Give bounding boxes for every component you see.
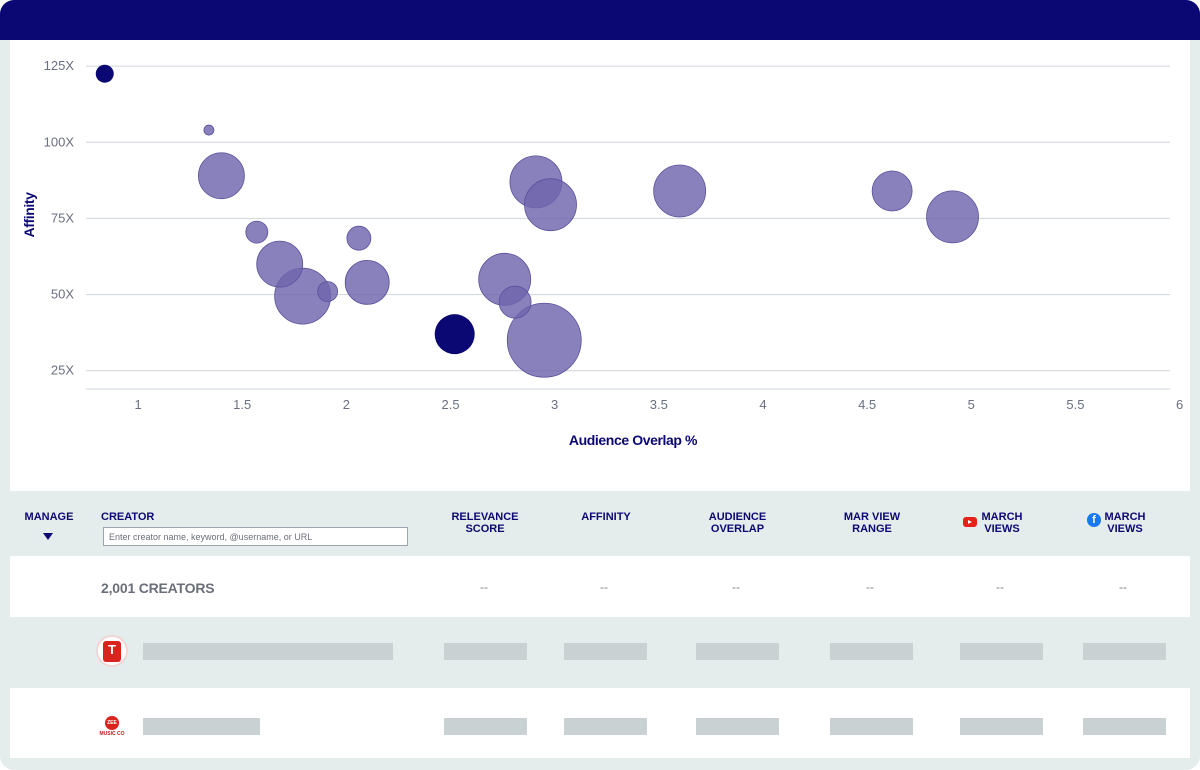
creator-logo-zee: ZEE MUSIC CO (95, 716, 129, 742)
facebook-march-views-column-header[interactable]: MARCH VIEWS (1101, 511, 1149, 535)
x-tick-label: 5.5 (1066, 397, 1084, 412)
youtube-icon (963, 517, 977, 527)
x-tick-label: 4.5 (858, 397, 876, 412)
y-tick-label: 100X (44, 134, 75, 149)
zee-logo-subtext: MUSIC CO (99, 731, 125, 737)
relevance-placeholder (444, 718, 527, 735)
manage-column-header[interactable]: MANAGE (22, 511, 76, 523)
y-tick-label: 50X (51, 287, 74, 302)
view-range-placeholder (830, 718, 913, 735)
table-row[interactable]: T (0, 617, 1200, 688)
creator-name-placeholder (143, 718, 260, 735)
bubble-point[interactable] (346, 225, 372, 251)
x-axis-title: Audience Overlap % (569, 432, 698, 448)
bubble-point[interactable] (95, 64, 114, 83)
creator-search-input[interactable] (103, 527, 408, 546)
fb-views-placeholder (1083, 643, 1166, 660)
creator-column-header[interactable]: CREATOR (101, 511, 154, 523)
bubble-point[interactable] (317, 281, 339, 302)
view-range-header-line2: RANGE (852, 523, 892, 535)
fb-views-empty-value: -- (1119, 580, 1127, 594)
zee-logo-mark: ZEE (105, 716, 119, 730)
top-header-bar (0, 0, 1200, 40)
affinity-placeholder (564, 643, 647, 660)
relevance-empty-value: -- (480, 580, 488, 594)
tseries-logo-mark: T (103, 641, 121, 662)
x-tick-label: 5 (968, 397, 975, 412)
overlap-placeholder (696, 643, 779, 660)
overlap-placeholder (696, 718, 779, 735)
bubble-point[interactable] (245, 220, 269, 244)
x-tick-label: 2 (343, 397, 350, 412)
fb-views-placeholder (1083, 718, 1166, 735)
caret-down-icon[interactable] (43, 533, 53, 540)
facebook-icon: f (1087, 513, 1101, 527)
relevance-header-line2: SCORE (465, 523, 505, 535)
summary-row: 2,001 CREATORS -- -- -- -- -- -- (10, 556, 1190, 617)
affinity-placeholder (564, 718, 647, 735)
overlap-header-line1: AUDIENCE (708, 511, 767, 523)
bubble-point[interactable] (653, 164, 707, 218)
overlap-header-line2: OVERLAP (710, 523, 765, 535)
bubble-point[interactable] (434, 314, 475, 355)
table-header: MANAGE CREATOR RELEVANCE SCORE AFFINITY … (0, 491, 1200, 556)
y-tick-label: 25X (51, 363, 74, 378)
relevance-score-column-header[interactable]: RELEVANCE SCORE (440, 511, 530, 535)
table-row[interactable]: ZEE MUSIC CO (10, 688, 1190, 758)
yt-views-header-line1: MARCH (981, 511, 1023, 523)
overlap-empty-value: -- (732, 580, 740, 594)
yt-views-header-line2: VIEWS (984, 523, 1020, 535)
x-tick-label: 3.5 (650, 397, 668, 412)
youtube-march-views-column-header[interactable]: MARCH VIEWS (978, 511, 1026, 535)
relevance-placeholder (444, 643, 527, 660)
bubble-point[interactable] (926, 190, 979, 244)
manage-header-label: MANAGE (24, 511, 74, 523)
x-tick-label: 2.5 (441, 397, 459, 412)
y-tick-label: 125X (44, 58, 75, 73)
bubble-point[interactable] (203, 124, 215, 136)
x-tick-label: 1.5 (233, 397, 251, 412)
x-tick-label: 4 (759, 397, 766, 412)
affinity-header-label: AFFINITY (581, 511, 631, 523)
yt-views-placeholder (960, 718, 1043, 735)
creator-name-placeholder (143, 643, 393, 660)
bubble-point[interactable] (197, 152, 245, 200)
bubble-point[interactable] (524, 178, 577, 232)
bubble-point[interactable] (256, 240, 304, 288)
creator-count: 2,001 CREATORS (101, 580, 215, 596)
fb-views-header-line2: VIEWS (1107, 523, 1143, 535)
affinity-empty-value: -- (600, 580, 608, 594)
bubble-point[interactable] (871, 170, 913, 212)
view-range-header-line1: MAR VIEW (843, 511, 901, 523)
bubble-point[interactable] (506, 302, 582, 378)
mar-view-range-column-header[interactable]: MAR VIEW RANGE (829, 511, 915, 535)
x-tick-label: 1 (134, 397, 141, 412)
creator-header-label: CREATOR (101, 511, 155, 523)
affinity-column-header[interactable]: AFFINITY (565, 511, 647, 523)
fb-views-header-line1: MARCH (1104, 511, 1146, 523)
creator-logo-tseries: T (96, 635, 128, 667)
audience-overlap-column-header[interactable]: AUDIENCE OVERLAP (695, 511, 780, 535)
bubble-chart-panel: 25X 50X 75X 100X 125X 1 1.5 2 2.5 3 3.5 4 4.5 5 5.5 6 A… (10, 40, 1190, 491)
x-tick-label: 6 (1176, 397, 1183, 412)
yt-views-empty-value: -- (996, 580, 1004, 594)
view-range-placeholder (830, 643, 913, 660)
relevance-header-line1: RELEVANCE (451, 511, 519, 523)
x-tick-label: 3 (551, 397, 558, 412)
y-tick-label: 75X (51, 210, 74, 225)
y-axis-title: Affinity (21, 192, 37, 238)
yt-views-placeholder (960, 643, 1043, 660)
bubble-point[interactable] (344, 259, 390, 305)
view-range-empty-value: -- (866, 580, 874, 594)
bubble-point[interactable] (498, 285, 532, 319)
bubble-chart: 25X 50X 75X 100X 125X 1 1.5 2 2.5 3 3.5 4 4.5 5 5.5 6 A… (21, 58, 1183, 448)
